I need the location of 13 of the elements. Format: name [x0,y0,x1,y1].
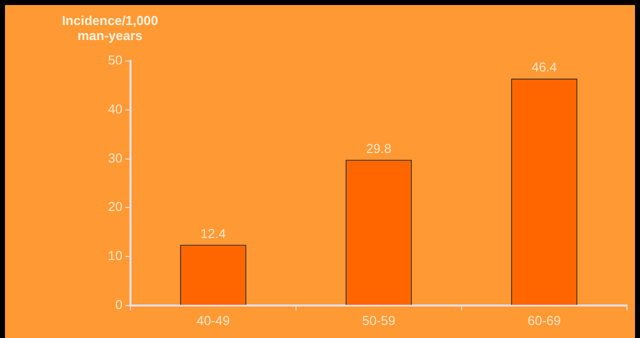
x-tick-label: 40-49 [196,312,230,328]
x-tick-label: 60-69 [528,312,561,328]
y-tick-label: 30 [108,150,122,166]
y-tick-label: 50 [108,52,122,68]
y-axis-title: Incidence/1,000 man-years [60,13,160,43]
data-label: 12.4 [200,226,226,241]
y-tick-label: 0 [115,296,122,312]
y-tick-label: 10 [108,248,122,264]
data-label: 46.4 [532,60,557,75]
x-tick-label: 50-59 [362,312,396,328]
y-tick-label: 40 [108,101,122,116]
y-tick-label: 20 [108,199,122,214]
data-label: 29.8 [366,140,392,156]
